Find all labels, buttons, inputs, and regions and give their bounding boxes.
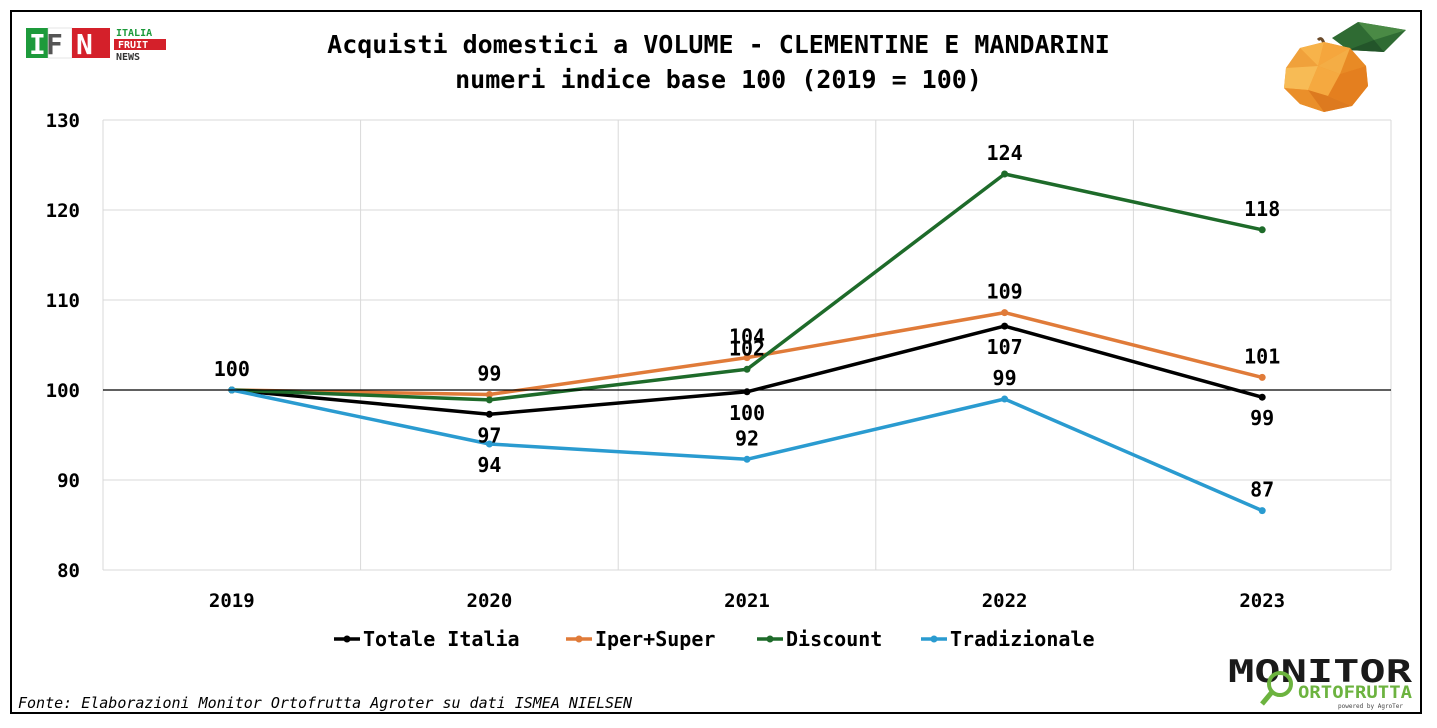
y-tick-label: 90 — [57, 470, 80, 492]
legend-marker-tradizionale — [930, 635, 938, 643]
data-point-tradizionale — [1001, 395, 1009, 403]
legend-label-totale-italia: Totale Italia — [363, 627, 520, 651]
legend-marker-iper-super — [575, 635, 583, 643]
data-point-totale-italia — [485, 410, 493, 418]
y-tick-label: 120 — [46, 200, 80, 222]
data-point-discount — [743, 365, 751, 373]
data-label-iper-super: 109 — [987, 280, 1023, 304]
legend-marker-discount — [766, 635, 774, 643]
data-label-discount: 118 — [1244, 197, 1280, 221]
data-point-iper-super — [1258, 373, 1266, 381]
x-tick-label: 2020 — [467, 590, 513, 612]
data-label-discount: 102 — [729, 336, 765, 360]
mandarin-icon — [1284, 22, 1406, 112]
data-point-iper-super — [1001, 309, 1009, 317]
monitor-ortofrutta-logo: MONITOR ORTOFRUTTA powered by AgroTer — [1228, 654, 1412, 710]
data-label-iper-super: 101 — [1244, 344, 1280, 368]
svg-text:N: N — [76, 28, 93, 61]
source-note: Fonte: Elaborazioni Monitor Ortofrutta A… — [18, 694, 633, 712]
data-label-iper-super: 99 — [477, 362, 501, 386]
data-label-totale-italia: 99 — [1250, 406, 1274, 430]
legend-marker-totale-italia — [343, 635, 351, 643]
svg-text:ORTOFRUTTA: ORTOFRUTTA — [1298, 683, 1412, 703]
data-label-totale-italia: 107 — [987, 335, 1023, 359]
data-label-iper-super: 104 — [729, 325, 765, 349]
data-point-totale-italia — [1258, 393, 1266, 401]
data-label-discount: 100 — [214, 357, 250, 381]
data-point-totale-italia — [743, 388, 751, 396]
legend-label-iper-super: Iper+Super — [595, 627, 715, 651]
svg-text:ITALIA: ITALIA — [116, 28, 152, 39]
data-point-totale-italia — [1001, 322, 1009, 330]
y-tick-label: 110 — [46, 290, 80, 312]
y-tick-label: 100 — [46, 380, 80, 402]
data-label-tradizionale: 87 — [1250, 478, 1274, 502]
data-point-discount — [1258, 226, 1266, 234]
data-point-iper-super — [485, 391, 493, 398]
data-label-totale-italia: 97 — [477, 423, 501, 447]
y-tick-label: 130 — [46, 110, 80, 132]
data-label-tradizionale: 99 — [993, 366, 1017, 390]
y-tick-label: 80 — [57, 560, 80, 582]
x-tick-label: 2023 — [1239, 590, 1285, 612]
data-label-tradizionale: 92 — [735, 426, 759, 450]
svg-text:NEWS: NEWS — [116, 52, 140, 62]
data-point-tradizionale — [1258, 507, 1266, 515]
data-point-tradizionale — [485, 440, 493, 448]
data-label-totale-italia: 100 — [729, 401, 765, 425]
svg-text:MONITOR: MONITOR — [1228, 654, 1412, 690]
svg-text:FRUIT: FRUIT — [118, 40, 148, 51]
chart-title: Acquisti domestici a VOLUME - CLEMENTINE… — [327, 30, 1110, 59]
x-tick-label: 2021 — [724, 590, 770, 612]
svg-text:powered by AgroTer: powered by AgroTer — [1338, 703, 1403, 710]
legend-label-discount: Discount — [786, 627, 882, 651]
legend-label-tradizionale: Tradizionale — [950, 627, 1095, 651]
chart-subtitle: numeri indice base 100 (2019 = 100) — [455, 65, 982, 94]
data-point-discount — [485, 396, 493, 404]
x-tick-label: 2022 — [982, 590, 1028, 612]
data-label-discount: 124 — [987, 141, 1023, 165]
x-tick-label: 2019 — [209, 590, 255, 612]
italiafruitnews-logo: I F N ITALIA FRUIT NEWS — [26, 27, 166, 62]
data-label-tradizionale: 94 — [477, 453, 501, 477]
data-point-iper-super — [743, 354, 751, 362]
svg-text:I: I — [29, 28, 46, 61]
svg-text:F: F — [46, 28, 63, 61]
data-point-discount — [1001, 170, 1009, 178]
data-point-tradizionale — [743, 455, 751, 463]
